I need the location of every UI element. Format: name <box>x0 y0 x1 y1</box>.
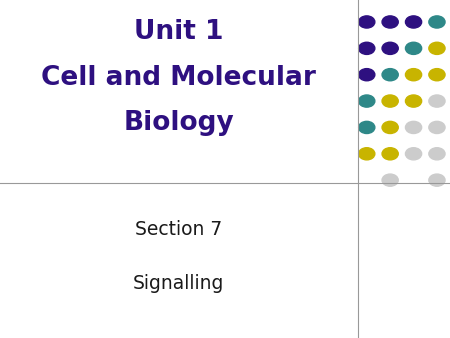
Circle shape <box>382 174 398 186</box>
Circle shape <box>359 121 375 134</box>
Circle shape <box>382 69 398 81</box>
Text: Cell and Molecular: Cell and Molecular <box>41 65 316 91</box>
Text: Section 7: Section 7 <box>135 220 222 239</box>
Circle shape <box>359 148 375 160</box>
Circle shape <box>359 42 375 54</box>
Circle shape <box>359 69 375 81</box>
Circle shape <box>429 121 445 134</box>
Text: Biology: Biology <box>123 111 234 136</box>
Circle shape <box>382 16 398 28</box>
Circle shape <box>429 148 445 160</box>
Circle shape <box>429 16 445 28</box>
Circle shape <box>429 69 445 81</box>
Text: Signalling: Signalling <box>133 274 225 293</box>
Circle shape <box>359 16 375 28</box>
Circle shape <box>429 42 445 54</box>
Circle shape <box>429 95 445 107</box>
Circle shape <box>405 121 422 134</box>
Circle shape <box>359 95 375 107</box>
Text: Unit 1: Unit 1 <box>134 19 224 45</box>
Circle shape <box>382 148 398 160</box>
Circle shape <box>405 148 422 160</box>
Circle shape <box>429 174 445 186</box>
Circle shape <box>405 69 422 81</box>
Circle shape <box>405 42 422 54</box>
Circle shape <box>405 16 422 28</box>
Circle shape <box>382 121 398 134</box>
Circle shape <box>382 95 398 107</box>
Circle shape <box>405 95 422 107</box>
Circle shape <box>382 42 398 54</box>
